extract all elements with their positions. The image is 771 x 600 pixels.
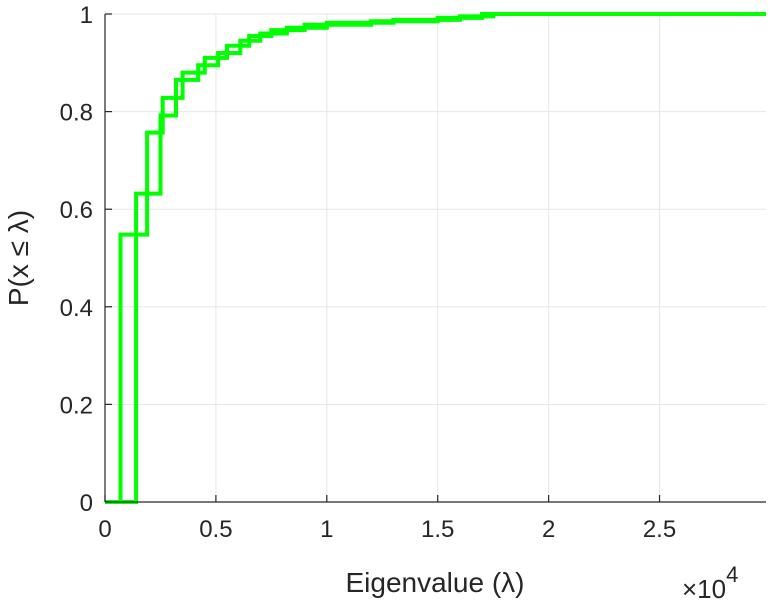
x-axis-label: Eigenvalue (λ) (346, 567, 525, 598)
y-tick-label: 0.2 (60, 392, 93, 419)
x-exponent-base: ×10 (682, 574, 726, 600)
x-tick-label: 1 (320, 516, 333, 543)
tick-labels: 0 0.5 1 1.5 2 2.5 0 0.2 0.4 0.6 0.8 1 (60, 2, 677, 543)
y-tick-label: 0.4 (60, 295, 93, 322)
series-layer (105, 12, 766, 504)
y-axis-label: P(x ≤ λ) (3, 210, 34, 306)
y-tick-label: 0 (80, 490, 93, 517)
y-tick-label: 0.6 (60, 197, 93, 224)
x-exponent-power: 4 (726, 562, 738, 587)
y-tick-label: 1 (80, 2, 93, 29)
x-axis-exponent-label: ×104 (682, 562, 738, 600)
y-tick-label: 0.8 (60, 100, 93, 127)
x-tick-label: 0.5 (199, 516, 232, 543)
x-tick-label: 2 (542, 516, 555, 543)
x-tick-label: 2.5 (643, 516, 676, 543)
axes (104, 13, 766, 503)
x-tick-label: 0 (98, 516, 111, 543)
x-tick-label: 1.5 (421, 516, 454, 543)
ecdf-series-line-2 (105, 12, 766, 504)
